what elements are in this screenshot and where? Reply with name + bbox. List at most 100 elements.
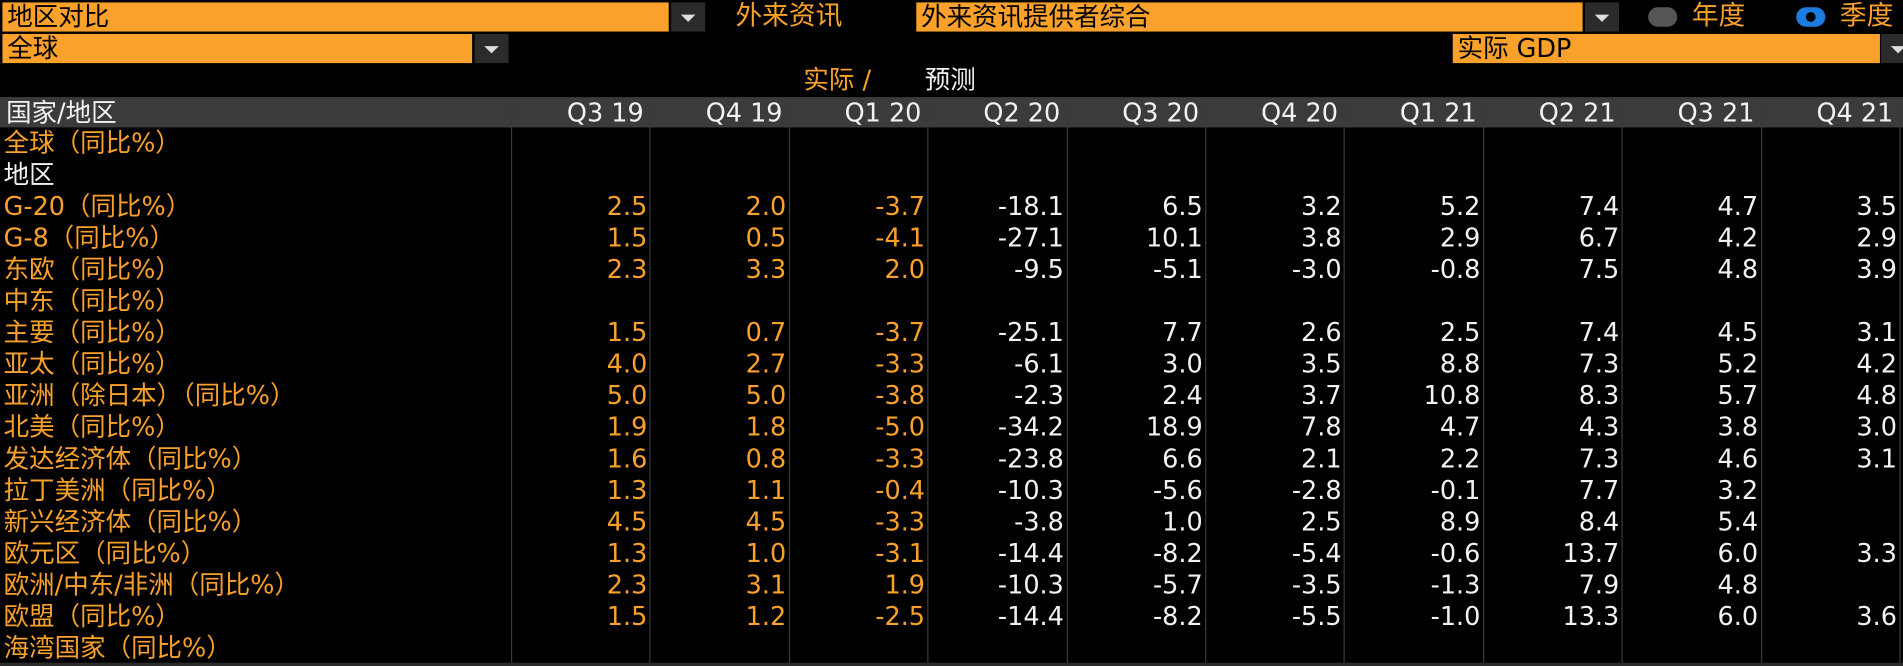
cell-value: -3.7 [875,317,926,348]
cell-value: -14.4 [997,538,1064,568]
cell-value: 2.9 [1439,223,1481,253]
cell-value: 7.3 [1578,349,1620,379]
cell-value: 1.5 [606,317,648,348]
row-label: 地区 [3,160,55,190]
cell-value: -10.3 [997,570,1064,600]
cell-value: -2.8 [1291,475,1342,505]
source-select[interactable]: 外来资讯提供者综合 [916,2,1583,32]
cell-value: 6.0 [1717,538,1759,568]
cell-value: 7.8 [1301,412,1342,442]
cell-value: 5.2 [1717,349,1759,379]
cell-value: 13.7 [1562,538,1620,568]
column-divider [649,97,651,663]
cell-value: 3.0 [1162,349,1203,379]
column-header: 国家/地区 [6,98,117,128]
cell-value: 5.7 [1717,381,1759,411]
cell-value: 4.7 [1717,191,1759,221]
cell-value: 2.3 [606,254,648,284]
cell-value: 2.0 [745,191,787,221]
cell-value: -0.8 [1430,254,1481,284]
cell-value: 4.8 [1717,570,1759,600]
dropdown-arrow[interactable] [1585,2,1620,32]
cell-value: 8.4 [1578,507,1620,537]
cell-value: 4.2 [1856,349,1897,379]
cell-value: 2.6 [1301,317,1342,348]
radio-annual[interactable] [1648,7,1678,27]
column-divider [1621,97,1623,663]
radio-label[interactable]: 季度 [1839,1,1894,32]
column-header: Q3 21 [1677,98,1755,128]
cell-value: 1.0 [745,538,787,568]
row-label: 欧盟（同比%） [3,601,181,632]
cell-value: 0.5 [745,223,787,253]
region-select[interactable]: 全球 [2,33,473,64]
radio-quarterly[interactable] [1796,7,1826,27]
cell-value: 6.0 [1717,601,1759,632]
cell-value: -5.0 [875,412,926,442]
row-label: G-20（同比%） [3,191,192,221]
cell-value: 1.9 [606,412,648,442]
row-label: 发达经济体（同比%） [3,444,258,474]
cell-value: 4.6 [1717,444,1759,474]
cell-value: -3.3 [875,507,926,537]
cell-value: -5.5 [1291,601,1342,632]
cell-value: 3.8 [1717,412,1759,442]
view-select[interactable]: 地区对比 [2,2,669,32]
cell-value: -3.1 [875,538,926,568]
cell-value: 2.1 [1301,444,1342,474]
cell-value: 2.5 [1301,507,1342,537]
cell-value: 2.5 [606,191,648,221]
column-header: Q4 21 [1816,98,1894,128]
cell-value: 1.6 [606,444,648,474]
cell-value: 7.3 [1578,444,1620,474]
cell-value: 3.1 [1856,444,1897,474]
cell-value: 1.2 [745,601,787,632]
cell-value: 3.1 [745,570,787,600]
cell-value: -10.3 [997,475,1064,505]
dropdown-arrow[interactable] [474,33,509,64]
cell-value: 1.8 [745,412,787,442]
dropdown-arrow[interactable] [1881,33,1903,64]
cell-value: 4.5 [606,507,648,537]
cell-value: 8.8 [1439,349,1481,379]
cell-value: -5.6 [1152,475,1203,505]
row-label: 东欧（同比%） [3,254,181,284]
column-divider [1066,97,1068,663]
cell-value: 2.3 [606,570,648,600]
cell-value: 1.1 [745,475,787,505]
cell-value: -5.4 [1291,538,1342,568]
cell-value: 6.6 [1162,444,1203,474]
radio-label[interactable]: 年度 [1691,1,1746,32]
cell-value: -3.0 [1291,254,1342,284]
column-header: Q1 21 [1399,98,1477,128]
cell-value: -1.3 [1430,570,1481,600]
cell-value: 5.2 [1439,191,1481,221]
cell-value: 4.0 [606,349,648,379]
cell-value: 2.9 [1856,223,1897,253]
cell-value: 1.9 [884,570,926,600]
cell-value: 7.7 [1162,317,1203,348]
cell-value: -0.4 [875,475,926,505]
dropdown-arrow[interactable] [671,2,706,32]
cell-value: 13.3 [1562,601,1620,632]
cell-value: 2.5 [1439,317,1481,348]
column-divider [927,97,929,663]
cell-value: 3.2 [1717,475,1759,505]
cell-value: -1.0 [1430,601,1481,632]
cell-value: -3.8 [875,381,926,411]
cell-value: -6.1 [1014,349,1064,379]
measure-select[interactable]: 实际 GDP [1452,33,1880,64]
cell-value: 3.3 [1856,538,1897,568]
cell-value: -3.7 [875,191,926,221]
cell-value: -2.5 [875,601,926,632]
row-label: 亚洲（除日本）（同比%） [3,381,296,411]
cell-value: 18.9 [1145,412,1203,442]
cell-value: -18.1 [997,191,1064,221]
cell-value: 7.4 [1578,317,1620,348]
cell-value: 2.4 [1162,381,1203,411]
cell-value: 7.4 [1578,191,1620,221]
cell-value: -3.3 [875,444,926,474]
cell-value: -3.5 [1291,570,1342,600]
row-label: G-8（同比%） [3,223,175,253]
